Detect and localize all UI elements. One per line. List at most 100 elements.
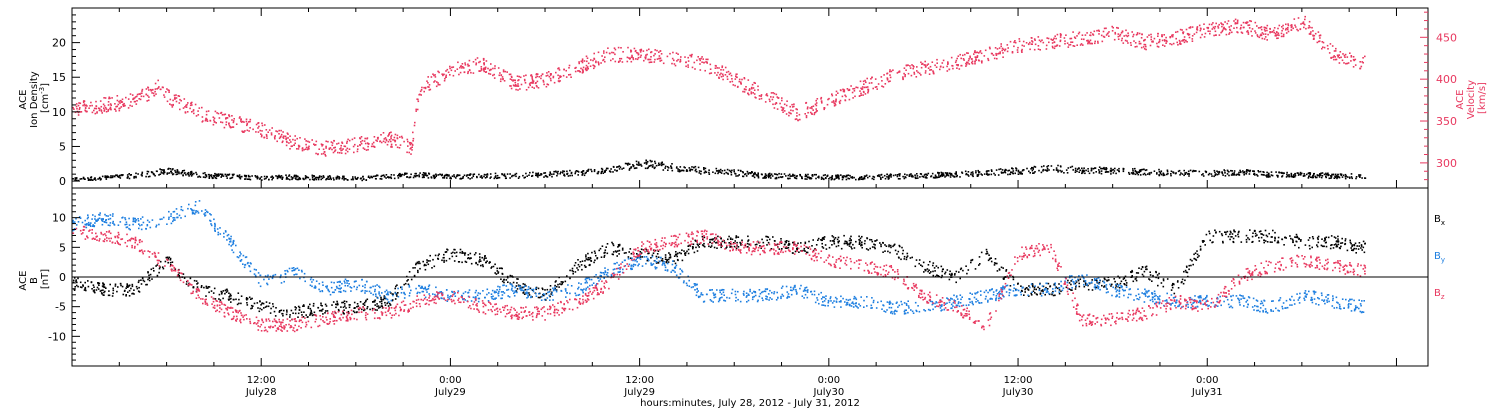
data-point: [976, 56, 979, 58]
data-point: [475, 63, 477, 66]
data-point: [138, 286, 140, 289]
data-point: [504, 70, 507, 73]
data-point: [232, 174, 234, 177]
data-point: [103, 284, 105, 286]
data-point: [386, 143, 389, 146]
data-point: [385, 138, 388, 141]
data-point: [756, 243, 758, 246]
data-point: [831, 93, 833, 95]
data-point: [652, 164, 654, 166]
data-point: [445, 70, 447, 72]
data-point: [509, 274, 512, 277]
data-point: [628, 251, 630, 253]
data-point: [304, 177, 307, 179]
data-point: [905, 69, 907, 71]
data-point: [775, 102, 777, 104]
data-point: [754, 96, 756, 99]
data-point: [793, 103, 795, 105]
data-point: [995, 52, 997, 55]
data-point: [1213, 27, 1216, 30]
data-point: [845, 95, 847, 98]
data-point: [1337, 173, 1339, 176]
data-point: [696, 243, 699, 245]
data-point: [766, 235, 768, 238]
data-point: [715, 170, 718, 172]
data-point: [835, 245, 838, 248]
data-point: [661, 163, 663, 166]
data-point: [952, 175, 954, 177]
data-point: [1315, 176, 1317, 179]
data-point: [445, 259, 448, 262]
data-point: [190, 170, 193, 173]
data-point: [874, 78, 877, 80]
data-point: [178, 274, 180, 277]
data-point: [78, 102, 80, 104]
data-point: [703, 168, 705, 171]
data-point: [226, 117, 228, 119]
data-point: [516, 75, 519, 77]
data-point: [820, 239, 822, 241]
data-point: [321, 145, 323, 147]
data-point: [931, 61, 934, 63]
data-point: [1221, 172, 1224, 175]
data-point: [1226, 22, 1229, 25]
data-point: [929, 65, 932, 68]
data-point: [332, 177, 335, 179]
data-point: [1210, 173, 1213, 175]
data-point: [554, 288, 556, 290]
data-point: [83, 100, 86, 102]
data-point: [1259, 26, 1262, 29]
data-point: [1220, 31, 1222, 34]
data-point: [1347, 62, 1350, 64]
data-point: [903, 255, 906, 258]
data-point: [1138, 171, 1141, 173]
data-point: [169, 168, 172, 170]
data-point: [82, 101, 85, 103]
data-point: [576, 170, 579, 172]
data-point: [989, 47, 991, 50]
data-point: [519, 88, 521, 90]
data-point: [1316, 174, 1319, 176]
data-point: [563, 175, 566, 177]
data-point: [789, 105, 791, 108]
data-point: [837, 92, 839, 94]
data-point: [193, 172, 195, 175]
data-point: [1015, 168, 1018, 170]
data-point: [1048, 41, 1050, 44]
data-point: [113, 108, 116, 110]
data-point: [153, 94, 156, 97]
data-point: [1352, 58, 1355, 61]
data-point: [382, 140, 385, 143]
data-point: [1176, 41, 1178, 44]
data-point: [201, 116, 204, 118]
data-point: [1319, 34, 1322, 37]
data-point: [902, 76, 904, 78]
data-point: [706, 61, 708, 63]
data-point: [1215, 22, 1217, 25]
data-point: [991, 52, 993, 55]
data-point: [552, 75, 555, 78]
data-point: [963, 59, 965, 61]
data-point: [715, 167, 718, 170]
data-point: [697, 166, 700, 169]
data-point: [186, 111, 189, 113]
data-point: [228, 122, 230, 124]
data-point: [435, 85, 438, 88]
data-point: [1313, 34, 1316, 37]
data-point: [150, 90, 153, 92]
data-point: [369, 177, 371, 179]
data-point: [1290, 29, 1293, 31]
data-point: [448, 174, 450, 176]
data-point: [1360, 65, 1363, 68]
data-point: [1067, 167, 1070, 169]
data-point: [406, 172, 408, 175]
data-point: [1240, 24, 1243, 27]
data-point: [726, 168, 729, 171]
data-point: [608, 170, 611, 172]
data-point: [1267, 33, 1269, 36]
data-point: [1072, 169, 1074, 171]
data-point: [176, 171, 179, 173]
data-point: [114, 103, 116, 105]
data-point: [1163, 39, 1166, 41]
data-point: [79, 178, 82, 180]
